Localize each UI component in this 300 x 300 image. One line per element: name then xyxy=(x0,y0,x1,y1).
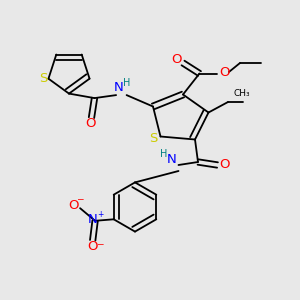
Text: S: S xyxy=(149,131,157,145)
Text: N: N xyxy=(88,213,98,226)
Text: CH₃: CH₃ xyxy=(233,89,250,98)
Text: −: − xyxy=(76,194,83,203)
Text: O: O xyxy=(219,158,230,172)
Text: +: + xyxy=(97,210,104,219)
Text: H: H xyxy=(160,148,168,159)
Text: O: O xyxy=(68,199,79,212)
Text: N: N xyxy=(167,153,177,166)
Text: S: S xyxy=(39,72,47,85)
Text: O: O xyxy=(87,240,98,254)
Text: H: H xyxy=(123,77,130,88)
Text: O: O xyxy=(171,53,182,66)
Text: −: − xyxy=(95,239,103,248)
Text: O: O xyxy=(219,65,229,79)
Text: O: O xyxy=(85,117,95,130)
Text: N: N xyxy=(114,81,124,94)
